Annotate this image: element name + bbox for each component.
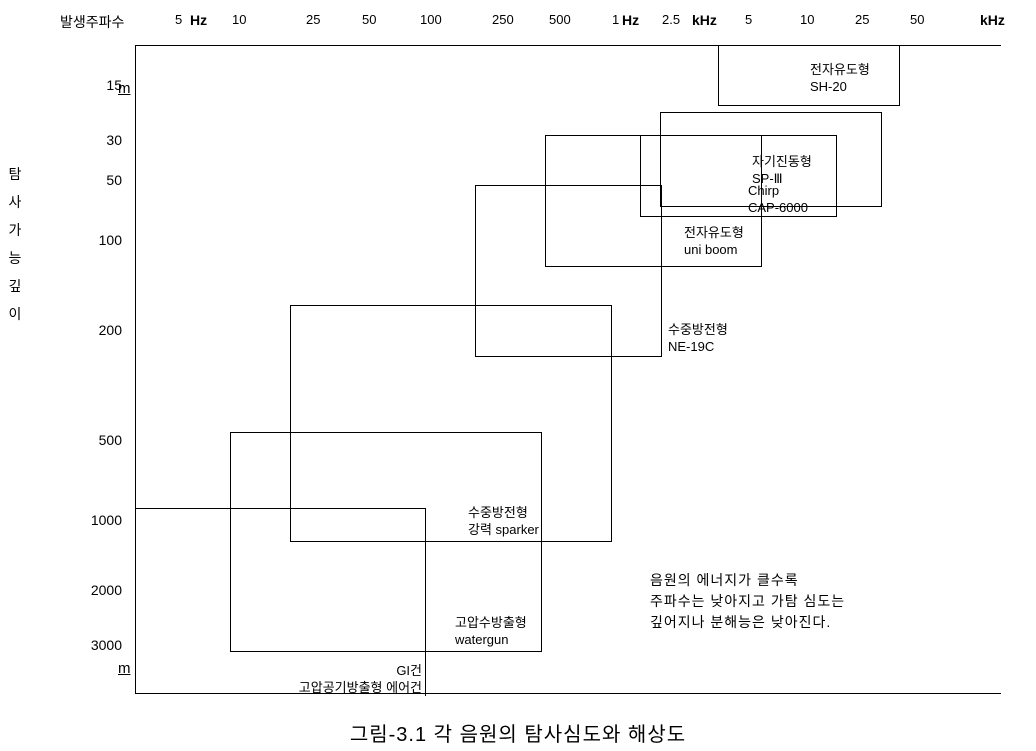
x-tick-label: 2.5 <box>662 12 680 27</box>
y-tick-label: 500 <box>72 432 122 448</box>
x-tick-label: 100 <box>420 12 442 27</box>
annotation-line1: 음원의 에너지가 클수록 <box>650 572 799 588</box>
figure-caption: 그림-3.1 각 음원의 탐사심도와 해상도 <box>0 718 1036 747</box>
x-tick-label: 5 <box>175 12 182 27</box>
x-axis-title: 발생주파수 <box>60 12 124 32</box>
source-box-sh20 <box>718 45 900 106</box>
annotation-line3: 깊어지나 분해능은 낮아진다. <box>650 614 831 630</box>
y-tick-label: 200 <box>72 322 122 338</box>
annotation-text: 음원의 에너지가 클수록 주파수는 낮아지고 가탐 심도는 깊어지나 분해능은 … <box>650 570 845 633</box>
y-axis-unit-bottom: m <box>118 660 131 677</box>
y-tick-label: 50 <box>72 172 122 188</box>
x-tick-label: 250 <box>492 12 514 27</box>
x-tick-label: 25 <box>306 12 320 27</box>
source-label-ne19c: 수중방전형NE-19C <box>668 322 728 356</box>
x-tick-label: Hz <box>190 12 207 28</box>
source-label-uniboom: 전자유도형uni boom <box>684 225 744 259</box>
y-tick-label: 1000 <box>72 512 122 528</box>
x-tick-label: kHz <box>980 12 1005 28</box>
y-tick-label: 2000 <box>72 582 122 598</box>
x-tick-label: Hz <box>622 12 639 28</box>
source-label-sh20: 전자유도형SH-20 <box>810 62 870 96</box>
annotation-line2: 주파수는 낮아지고 가탐 심도는 <box>650 593 845 609</box>
y-tick-label: 30 <box>72 132 122 148</box>
y-axis-title: 탐사가능깊이 <box>8 160 22 328</box>
x-tick-label: 5 <box>745 12 752 27</box>
x-tick-label: kHz <box>692 12 717 28</box>
y-tick-label: 3000 <box>72 637 122 653</box>
x-tick-label: 50 <box>362 12 376 27</box>
source-label-airgun: GI건고압공기방출형 에어건 <box>262 663 422 697</box>
x-tick-label: 50 <box>910 12 924 27</box>
y-tick-label: 100 <box>72 232 122 248</box>
x-tick-label: 1 <box>612 12 619 27</box>
x-tick-label: 25 <box>855 12 869 27</box>
x-tick-label: 10 <box>800 12 814 27</box>
source-label-watergun: 고압수방출형watergun <box>455 615 527 649</box>
x-tick-label: 10 <box>232 12 246 27</box>
x-tick-label: 500 <box>549 12 571 27</box>
y-tick-label: 15 <box>72 77 122 93</box>
